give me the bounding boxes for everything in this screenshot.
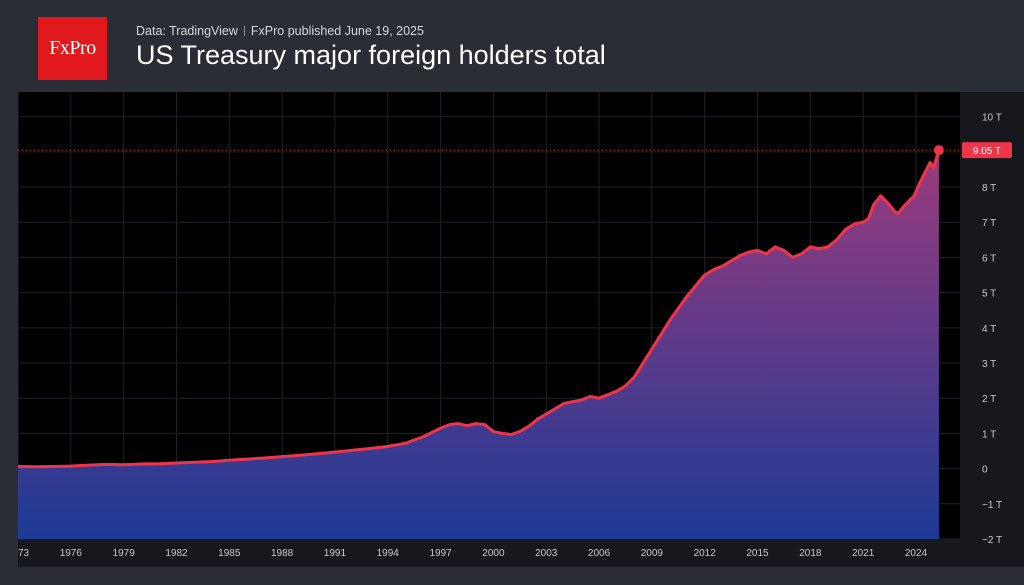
- x-tick-label: 2024: [905, 548, 928, 559]
- y-tick-label: 3 T: [982, 359, 996, 370]
- area-fill: [18, 150, 939, 539]
- y-tick-label: −2 T: [982, 535, 1002, 546]
- data-source: Data: TradingView: [136, 24, 238, 38]
- chart-area: 10 T9 T8 T7 T6 T5 T4 T3 T2 T1 T0−1 T−2 T…: [7, 92, 1024, 567]
- plot-layer: [17, 145, 960, 539]
- x-tick-label: 2009: [641, 548, 664, 559]
- logo-text: FxPro: [49, 37, 96, 59]
- y-tick-label: −1 T: [982, 500, 1002, 511]
- x-tick-label: 1976: [60, 548, 83, 559]
- y-tick-label: 6 T: [982, 253, 996, 264]
- x-tick-label: 2015: [746, 548, 769, 559]
- y-axis: 10 T9 T8 T7 T6 T5 T4 T3 T2 T1 T0−1 T−2 T…: [962, 113, 1012, 546]
- x-tick-label: 1991: [324, 548, 347, 559]
- y-tick-label: 2 T: [982, 394, 996, 405]
- x-tick-label: 1979: [113, 548, 136, 559]
- y-tick-label: 4 T: [982, 324, 996, 335]
- y-tick-label: 1 T: [982, 429, 996, 440]
- page-title: US Treasury major foreign holders total: [136, 40, 606, 70]
- y-tick-label: 10 T: [982, 113, 1002, 124]
- meta-line: Data: TradingView FxPro published June 19…: [136, 24, 424, 38]
- x-tick-label: 1994: [377, 548, 400, 559]
- y-axis-panel: [960, 92, 1024, 539]
- last-value-label: 9.05 T: [973, 146, 1001, 157]
- meta-separator: [243, 26, 245, 36]
- y-tick-label: 8 T: [982, 183, 996, 194]
- last-value-dot: [933, 145, 944, 156]
- fxpro-logo: FxPro: [38, 17, 107, 80]
- x-tick-label: 2021: [852, 548, 875, 559]
- x-tick-label: 2006: [588, 548, 611, 559]
- x-tick-label: 1982: [165, 548, 188, 559]
- y-tick-label: 7 T: [982, 218, 996, 229]
- y-tick-label: 0: [982, 465, 988, 476]
- x-tick-label: 1988: [271, 548, 294, 559]
- x-tick-label: 1985: [218, 548, 241, 559]
- y-tick-label: 5 T: [982, 289, 996, 300]
- x-tick-label: 2000: [482, 548, 505, 559]
- x-tick-label: 2003: [535, 548, 558, 559]
- x-tick-label: 1997: [429, 548, 452, 559]
- published-date: FxPro published June 19, 2025: [250, 24, 424, 38]
- x-axis-panel: [18, 539, 1024, 567]
- x-tick-label: 2018: [799, 548, 822, 559]
- x-axis: 1973 1976 1979 1982 1985 1988 1991 1994 1997 2000…: [7, 548, 928, 559]
- series-line: [17, 149, 941, 469]
- x-tick-label: 1973: [18, 548, 30, 559]
- last-value-badge: [962, 142, 1012, 159]
- area-chart: 10 T9 T8 T7 T6 T5 T4 T3 T2 T1 T0−1 T−2 T…: [7, 92, 1024, 567]
- x-tick-label: 2012: [694, 548, 717, 559]
- chart-header: FxPro Data: TradingView FxPro published J…: [0, 0, 1024, 92]
